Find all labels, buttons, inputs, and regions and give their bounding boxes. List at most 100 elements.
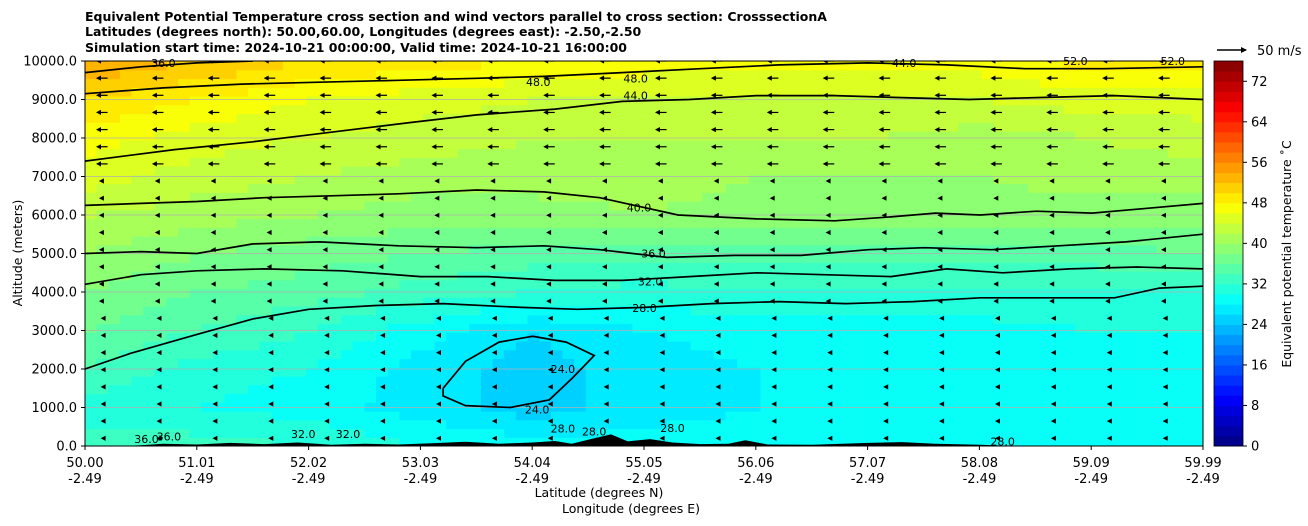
field-cell <box>259 419 272 430</box>
field-cell <box>609 166 622 176</box>
wind-vector <box>212 350 218 356</box>
field-cell <box>737 323 750 333</box>
field-cell <box>574 393 587 403</box>
field-cell <box>1028 279 1041 290</box>
field-cell <box>387 227 401 237</box>
field-cell <box>154 411 168 421</box>
field-cell <box>725 148 738 158</box>
field-cell <box>830 314 843 325</box>
wind-vector <box>1106 350 1112 356</box>
field-cell <box>1109 341 1123 351</box>
field-cell <box>119 166 133 176</box>
field-cell <box>644 192 657 202</box>
field-cell <box>1016 271 1029 281</box>
field-cell <box>1168 297 1181 307</box>
field-cell <box>224 69 237 80</box>
field-cell <box>178 148 191 158</box>
field-cell <box>609 341 622 351</box>
wind-vector <box>827 367 833 373</box>
field-cell <box>760 288 773 298</box>
field-cell <box>690 174 703 185</box>
field-cell <box>352 279 366 290</box>
field-cell <box>1028 314 1041 325</box>
field-cell <box>1051 78 1064 88</box>
field-cell <box>387 61 401 71</box>
field-cell <box>143 131 156 141</box>
field-cell <box>772 87 785 97</box>
field-cell <box>946 428 960 438</box>
field-cell <box>166 122 179 132</box>
field-cell <box>888 218 901 228</box>
field-cell <box>201 279 214 290</box>
field-cell <box>1005 131 1018 141</box>
field-cell <box>609 253 622 263</box>
field-cell <box>469 122 482 132</box>
wind-vector-head <box>547 315 553 321</box>
field-cell <box>1144 218 1158 228</box>
wind-vector-head <box>1049 212 1055 218</box>
field-cell <box>469 271 482 281</box>
field-cell <box>1039 236 1053 246</box>
field-cell <box>760 96 773 106</box>
field-cell <box>236 96 249 106</box>
field-cell <box>690 306 703 316</box>
wind-vector-head <box>546 178 552 184</box>
field-cell <box>329 358 342 368</box>
field-cell <box>702 218 715 228</box>
field-cell <box>1133 297 1146 307</box>
field-cell <box>1179 376 1192 386</box>
field-cell <box>958 341 971 351</box>
field-cell <box>1051 437 1064 446</box>
field-cell <box>620 236 633 246</box>
field-cell <box>399 139 412 150</box>
field-cell <box>224 122 237 132</box>
field-cell <box>399 411 412 421</box>
field-cell <box>271 419 284 430</box>
field-cell <box>294 332 307 342</box>
field-cell <box>411 262 424 272</box>
field-cell <box>1063 104 1076 115</box>
field-cell <box>306 349 319 360</box>
field-cell <box>213 157 226 167</box>
wind-vector-head <box>266 247 272 253</box>
field-cell <box>597 428 610 438</box>
wind-vector <box>380 401 386 407</box>
field-cell <box>690 358 703 368</box>
field-cell <box>783 332 796 342</box>
field-cell <box>96 201 109 211</box>
field-cell <box>993 174 1006 185</box>
wind-vector <box>210 212 216 218</box>
wind-vector <box>603 418 609 424</box>
field-cell <box>282 367 296 377</box>
field-cell <box>119 437 133 446</box>
field-cell <box>131 96 144 106</box>
wind-vector <box>434 264 440 270</box>
field-cell <box>1086 148 1099 158</box>
field-cell <box>1098 314 1111 325</box>
field-cell <box>807 201 820 211</box>
wind-vector <box>154 298 160 304</box>
field-cell <box>748 218 762 228</box>
field-cell <box>1028 236 1041 246</box>
field-cell <box>876 209 890 220</box>
field-cell <box>166 428 179 438</box>
field-cell <box>364 174 377 185</box>
field-cell <box>1133 113 1146 123</box>
field-cell <box>632 314 645 325</box>
field-cell <box>1074 104 1088 115</box>
wind-vector <box>547 350 553 356</box>
field-cell <box>1028 384 1041 395</box>
field-cell <box>178 236 191 246</box>
field-cell <box>85 297 98 307</box>
wind-vector <box>319 161 332 167</box>
field-cell <box>96 367 109 377</box>
field-cell <box>783 209 796 220</box>
field-cell <box>655 166 668 176</box>
field-cell <box>620 262 633 272</box>
field-cell <box>783 376 796 386</box>
field-cell <box>492 428 505 438</box>
field-cell <box>108 411 121 421</box>
field-cell <box>387 104 401 115</box>
field-cell <box>1098 419 1111 430</box>
wind-vector-head <box>995 384 1000 390</box>
